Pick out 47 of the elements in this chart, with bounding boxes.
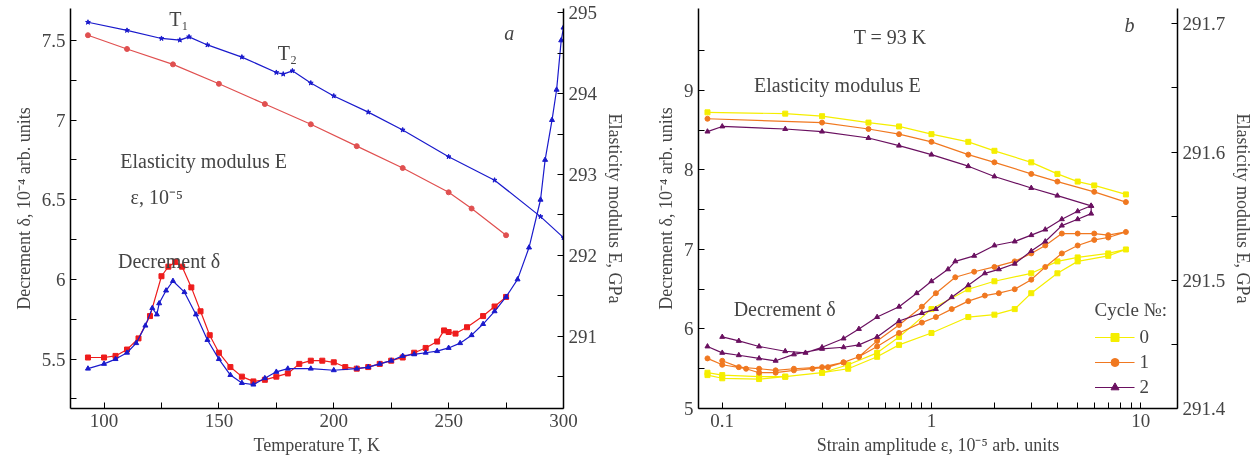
y2-tick-label: 291.6 xyxy=(1182,141,1226,163)
y-tick-label: 7 xyxy=(684,238,694,260)
x-tick-label: 250 xyxy=(434,409,463,431)
y-tick-label: 7.5 xyxy=(41,29,66,51)
annotation: a xyxy=(504,21,515,44)
x-tick-label: 200 xyxy=(319,409,349,431)
legend-label: 1 xyxy=(1139,351,1150,373)
x-axis-title: Strain amplitude ε, 10⁻⁵ arb. units xyxy=(816,434,1060,455)
y-axis-title: Decrement δ, 10⁻⁴ arb. units xyxy=(13,107,34,310)
x-axis-title: Temperature T, K xyxy=(253,434,381,455)
y2-tick-label: 291.5 xyxy=(1182,269,1226,291)
x-tick-label: 10 xyxy=(1131,409,1151,431)
legend-title: Cycle №: xyxy=(1094,299,1167,321)
x-tick-label: 1 xyxy=(926,409,937,431)
y2-tick-label: 294 xyxy=(568,83,598,105)
legend-label: 0 xyxy=(1139,326,1150,348)
y2-tick-label: 291.7 xyxy=(1182,13,1226,35)
annotation: b xyxy=(1124,13,1135,36)
x-tick-label: 0.1 xyxy=(710,409,735,431)
y2-tick-label: 293 xyxy=(568,163,597,185)
y-tick-label: 6 xyxy=(684,318,694,340)
y-tick-label: 8 xyxy=(684,159,694,181)
y2-axis-title: Elasticity modulus E, GPa xyxy=(605,113,625,304)
x-tick-label: 150 xyxy=(204,409,234,431)
y2-tick-label: 292 xyxy=(568,244,597,266)
annotation: T₂ xyxy=(277,41,298,64)
y-tick-label: 9 xyxy=(684,79,694,101)
y2-axis-title: Elasticity modulus E, GPa xyxy=(1233,113,1254,304)
annotation: Decrement δ xyxy=(118,249,221,272)
annotation: ε, 10⁻⁵ xyxy=(130,185,183,208)
annotation: Decrement δ xyxy=(733,297,836,320)
x-tick-label: 300 xyxy=(549,409,578,431)
annotation: T = 93 K xyxy=(853,25,927,48)
y2-tick-label: 291 xyxy=(568,325,597,347)
annotation: T₁ xyxy=(169,7,189,30)
y-tick-label: 5 xyxy=(684,398,694,419)
y-tick-label: 7 xyxy=(56,109,66,131)
y-axis-title: Decrement δ, 10⁻⁴ arb. units xyxy=(656,107,676,310)
y2-tick-label: 291.4 xyxy=(1182,398,1226,419)
y-tick-label: 6.5 xyxy=(41,189,66,211)
legend-label: 2 xyxy=(1139,376,1150,398)
x-tick-label: 100 xyxy=(89,409,119,431)
y-tick-label: 5.5 xyxy=(41,348,66,370)
y2-tick-label: 295 xyxy=(568,2,597,24)
annotation: Elasticity modulus E xyxy=(754,73,921,97)
y-tick-label: 6 xyxy=(56,268,66,290)
annotation: Elasticity modulus E xyxy=(120,149,287,173)
